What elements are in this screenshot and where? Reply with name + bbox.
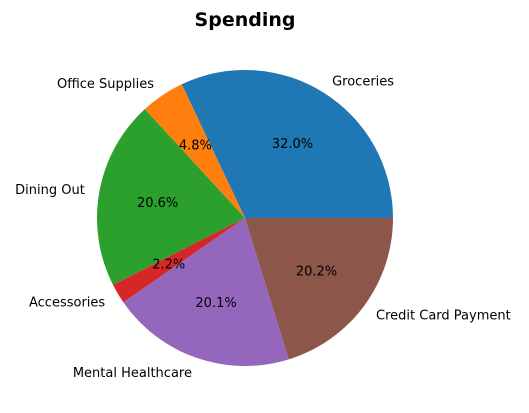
slice-labels: Groceries Office Supplies Dining Out Access… bbox=[15, 74, 511, 380]
slice-label-office-supplies: Office Supplies bbox=[57, 77, 154, 92]
pie-slices bbox=[96, 69, 393, 367]
percent-label-credit-card-payment: 20.2% bbox=[296, 265, 337, 280]
slice-label-groceries: Groceries bbox=[332, 74, 394, 89]
pie-slice-accessories bbox=[112, 218, 245, 303]
percent-label-accessories: 2.2% bbox=[152, 257, 185, 272]
percent-label-mental-healthcare: 20.1% bbox=[195, 296, 236, 311]
slice-label-dining-out: Dining Out bbox=[15, 183, 85, 198]
pie-slice-credit-card-payment bbox=[245, 218, 393, 360]
percent-label-dining-out: 20.6% bbox=[137, 196, 178, 211]
pie-slice-dining-out bbox=[96, 109, 245, 285]
slice-label-credit-card-payment: Credit Card Payment bbox=[376, 309, 511, 324]
pie-slice-groceries bbox=[181, 69, 393, 218]
percent-labels: 32.0% 4.8% 20.6% 2.2% 20.1% 20.2% bbox=[137, 137, 337, 311]
percent-label-groceries: 32.0% bbox=[272, 137, 313, 152]
pie-slice-mental-healthcare bbox=[123, 218, 289, 367]
chart-title: Spending bbox=[195, 9, 296, 31]
slice-label-accessories: Accessories bbox=[29, 295, 105, 310]
percent-label-office-supplies: 4.8% bbox=[179, 138, 212, 153]
pie-slice-office-supplies bbox=[144, 84, 245, 218]
slice-label-mental-healthcare: Mental Healthcare bbox=[73, 366, 192, 381]
